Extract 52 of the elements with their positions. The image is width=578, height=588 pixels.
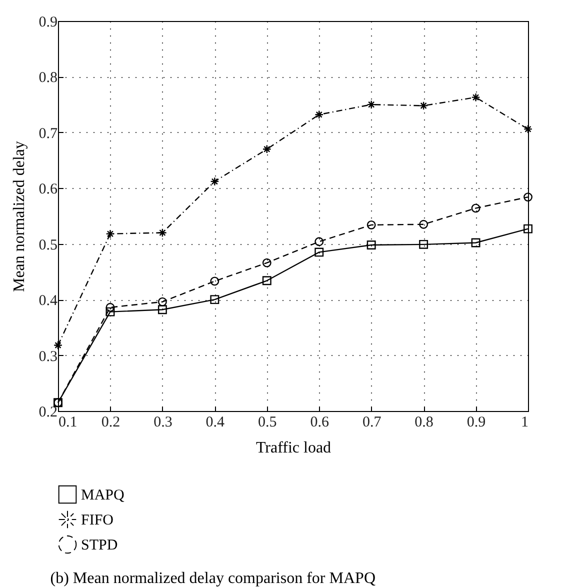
point bbox=[210, 295, 220, 304]
y-tick-label: 0.3 bbox=[38, 348, 58, 365]
y-tick-label: 0.6 bbox=[38, 182, 58, 198]
point bbox=[471, 92, 480, 102]
point bbox=[210, 176, 220, 186]
point bbox=[366, 100, 376, 110]
point bbox=[524, 192, 532, 202]
point bbox=[158, 297, 167, 306]
point bbox=[524, 124, 532, 134]
legend-label: STPD bbox=[81, 538, 118, 554]
point bbox=[419, 220, 428, 229]
y-tick-label: 0.9 bbox=[38, 14, 58, 30]
point bbox=[106, 307, 115, 316]
point bbox=[210, 276, 220, 286]
point bbox=[54, 340, 62, 350]
point bbox=[106, 229, 115, 238]
x-tick-label: 0.5 bbox=[258, 414, 277, 430]
point bbox=[262, 258, 272, 268]
point bbox=[106, 302, 115, 312]
y-tick-label: 0.5 bbox=[38, 237, 58, 254]
x-tick-label: 0.2 bbox=[101, 414, 120, 430]
x-tick-label: 1 bbox=[521, 414, 528, 430]
point bbox=[158, 305, 167, 314]
point bbox=[366, 220, 376, 230]
point bbox=[262, 144, 272, 154]
point bbox=[471, 238, 480, 248]
point bbox=[262, 276, 272, 286]
point bbox=[314, 248, 324, 257]
x-tick-label: 0.4 bbox=[206, 414, 226, 430]
point bbox=[471, 204, 480, 213]
point bbox=[314, 237, 324, 246]
point bbox=[314, 110, 324, 120]
point bbox=[419, 240, 428, 249]
x-tick-label: 0.8 bbox=[414, 414, 434, 430]
x-axis-title: Traffic load bbox=[256, 440, 332, 456]
y-tick-label: 0.7 bbox=[38, 126, 58, 142]
y-axis-title: Mean normalized delay bbox=[10, 140, 28, 292]
point bbox=[366, 240, 376, 250]
x-tick-label: 0.3 bbox=[154, 414, 172, 430]
legend-label: MAPQ bbox=[81, 488, 125, 504]
y-tick-label: 0.4 bbox=[38, 293, 58, 310]
x-tick-label: 0.1 bbox=[58, 414, 78, 430]
text: (b) Mean normalized delay comparison for MAPQ bbox=[50, 570, 376, 587]
point bbox=[158, 228, 167, 238]
y-tick-label: 0.8 bbox=[38, 70, 58, 86]
point bbox=[419, 101, 428, 110]
x-tick-label: 0.9 bbox=[466, 414, 486, 430]
point bbox=[524, 224, 532, 234]
legend-label: FIFO bbox=[81, 512, 114, 528]
x-tick-label: 0.7 bbox=[362, 414, 382, 430]
y-tick-label: 0.2 bbox=[38, 404, 58, 420]
x-tick-label: 0.6 bbox=[310, 414, 330, 430]
